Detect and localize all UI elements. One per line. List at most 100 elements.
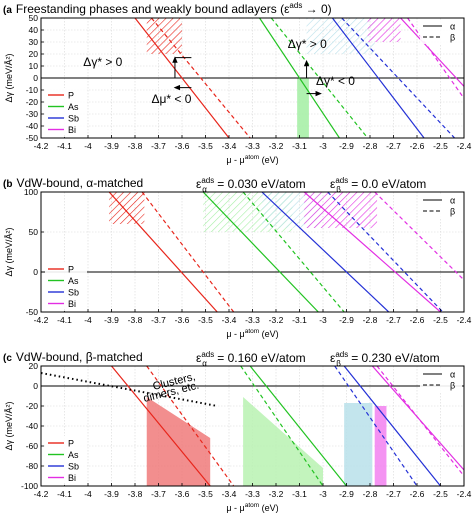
- x-axis-label: μ - μatom (eV): [226, 154, 278, 165]
- series-line-alpha-As: [202, 192, 319, 312]
- series-line-beta-Sb: [334, 366, 418, 486]
- hatched-region: [367, 18, 401, 42]
- epsilon-beta-label: εads β = 0.230 eV/atom: [330, 350, 440, 368]
- series-line-alpha-As: [259, 18, 340, 138]
- y-tick-label: -80: [26, 461, 39, 471]
- x-tick-label: -3.7: [151, 141, 166, 151]
- filled-region: [297, 78, 309, 138]
- series-line-beta-P: [146, 366, 235, 486]
- plot-area: [41, 18, 464, 138]
- legend-label: As: [68, 102, 79, 112]
- x-tick-label: -3: [319, 141, 327, 151]
- x-tick-label: -3: [319, 315, 327, 325]
- x-tick-label: -2.5: [433, 315, 448, 325]
- x-tick-label: -4: [84, 141, 92, 151]
- hatched-region: [306, 18, 375, 54]
- panel-b: (b VdW-bound, α-matched εads α = 0.030 eV/a…: [3, 176, 472, 339]
- x-axis-label: μ - μatom (eV): [226, 328, 278, 339]
- x-tick-label: -3.4: [222, 141, 237, 151]
- x-tick-label: -3.4: [222, 489, 237, 499]
- panel-c: (c VdW-bound, β-matched εads α = 0.160 eV/a…: [3, 350, 472, 513]
- legend-label: Bi: [68, 473, 76, 483]
- x-tick-label: -2.7: [386, 141, 401, 151]
- series-line-alpha-P: [111, 366, 211, 486]
- epsilon-beta-label: εads β = 0.0 eV/atom: [330, 176, 426, 194]
- y-tick-label: 50: [29, 227, 39, 237]
- x-tick-label: -3.9: [104, 489, 119, 499]
- x-tick-label: -3.8: [128, 315, 143, 325]
- plot-area: [41, 366, 464, 486]
- series-line-alpha-P: [134, 18, 230, 138]
- x-tick-label: -3.3: [245, 489, 260, 499]
- x-tick-label: -2.6: [410, 315, 425, 325]
- stability-region: [243, 397, 323, 486]
- y-tick-label: -40: [26, 121, 39, 131]
- stability-region: [374, 406, 387, 486]
- y-tick-label: 30: [29, 37, 39, 47]
- legend-label: Bi: [68, 125, 76, 135]
- y-tick-label: 0: [33, 267, 38, 277]
- legend-label: P: [68, 265, 74, 275]
- cluster-boundary-line: [41, 372, 218, 407]
- series-line-beta-As: [242, 192, 345, 312]
- y-tick-label: -50: [26, 133, 39, 143]
- legend-phases: αβ: [420, 20, 462, 44]
- x-tick-label: -3.4: [222, 315, 237, 325]
- x-tick-label: -2.7: [386, 315, 401, 325]
- y-tick-label: 10: [29, 61, 39, 71]
- legend-label: P: [68, 439, 74, 449]
- legend-phase-label: α: [450, 196, 455, 206]
- stability-region: [344, 403, 373, 486]
- y-tick-label: 40: [29, 25, 39, 35]
- panel-title: (a Freestanding phases and weakly bound a…: [3, 1, 332, 16]
- y-axis-label: Δγ (meV/Å²): [4, 401, 14, 450]
- series-line-alpha-Bi: [303, 192, 441, 312]
- x-tick-label: -3.7: [151, 315, 166, 325]
- x-tick-label: -3.1: [292, 489, 307, 499]
- x-tick-label: -4.1: [57, 141, 72, 151]
- series-line-beta-Bi: [407, 18, 464, 99]
- x-tick-label: -2.8: [363, 141, 378, 151]
- x-tick-label: -2.9: [339, 315, 354, 325]
- x-tick-label: -4.2: [34, 141, 49, 151]
- x-tick-label: -3.7: [151, 489, 166, 499]
- x-tick-label: -2.6: [410, 141, 425, 151]
- x-tick-label: -3.1: [292, 315, 307, 325]
- x-tick-label: -3.8: [128, 141, 143, 151]
- x-tick-label: -3.2: [269, 315, 284, 325]
- x-tick-label: -4: [84, 489, 92, 499]
- x-tick-label: -4: [84, 315, 92, 325]
- legend-phases: αβ: [420, 368, 462, 392]
- epsilon-alpha-label: εads α = 0.160 eV/atom: [196, 350, 306, 368]
- annotation-arrows: [172, 56, 322, 97]
- y-tick-label: 0: [33, 381, 38, 391]
- x-tick-label: -3.6: [175, 141, 190, 151]
- series-line-alpha-As: [249, 366, 347, 486]
- y-tick-label: -50: [26, 307, 39, 317]
- y-tick-label: -10: [26, 85, 39, 95]
- series-line-beta-As: [240, 366, 324, 486]
- x-tick-label: -2.5: [433, 489, 448, 499]
- hatched-region: [109, 192, 145, 224]
- y-tick-label: 50: [29, 13, 39, 23]
- x-tick-label: -4.1: [57, 315, 72, 325]
- legend-phase-label: β: [450, 207, 455, 217]
- y-axis-label: Δγ (meV/Å²): [4, 227, 14, 276]
- x-tick-label: -3.6: [175, 315, 190, 325]
- annotation-label: Δγ* > 0: [288, 37, 327, 51]
- x-tick-label: -3.8: [128, 489, 143, 499]
- legend-phase-label: α: [450, 22, 455, 32]
- panel-a: (a Freestanding phases and weakly bound a…: [3, 1, 472, 165]
- x-tick-label: -3.2: [269, 489, 284, 499]
- series-line-alpha-Sb: [331, 18, 425, 138]
- legend-label: Bi: [68, 299, 76, 309]
- x-tick-label: -2.7: [386, 489, 401, 499]
- y-tick-label: -40: [26, 421, 39, 431]
- x-tick-label: -3.5: [198, 141, 213, 151]
- series-line-beta-P: [150, 18, 251, 138]
- series-line-beta-Bi: [376, 366, 464, 477]
- hatched-region: [304, 192, 378, 228]
